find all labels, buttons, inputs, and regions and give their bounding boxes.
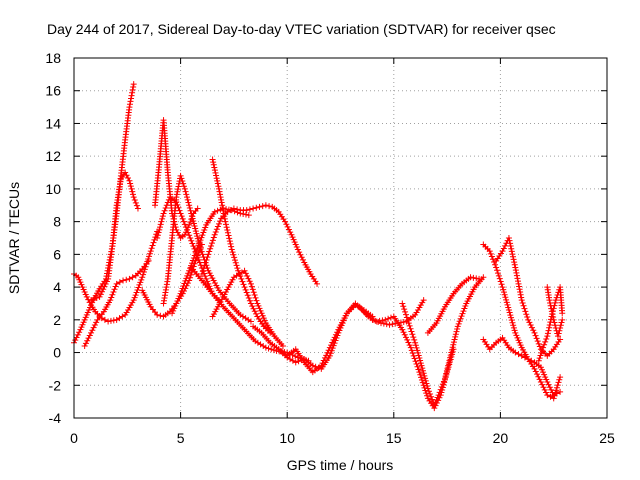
- series-arc-3: [81, 257, 152, 349]
- plot-frame: [73, 57, 608, 419]
- y-tick-label: 12: [45, 148, 61, 164]
- series-markers-arc-13: [209, 267, 286, 349]
- series-arc-8: [160, 172, 254, 325]
- y-tick-label: 18: [45, 50, 61, 66]
- y-tick-label: 4: [53, 279, 61, 295]
- y-axis-label: SDTVAR / TECUs: [6, 182, 22, 294]
- y-tick-label: 0: [53, 345, 61, 361]
- y-tick-label: 8: [53, 214, 61, 230]
- x-tick-label: 15: [386, 430, 402, 446]
- series-arc-11: [209, 156, 274, 336]
- x-tick-label: 25: [599, 430, 615, 446]
- series-markers-arc-18: [424, 274, 483, 336]
- y-tick-label: 2: [53, 312, 61, 328]
- y-tick-label: 6: [53, 246, 61, 262]
- x-axis-label: GPS time / hours: [287, 457, 394, 473]
- series-markers-arc-3: [81, 257, 152, 349]
- chart-title: Day 244 of 2017, Sidereal Day-to-day VTE…: [47, 21, 556, 37]
- series-arc-17: [399, 274, 487, 408]
- series-arc-20: [480, 241, 564, 402]
- series-markers-arc-11: [209, 156, 274, 336]
- x-tick-label: 20: [493, 430, 509, 446]
- y-tick-label: 14: [45, 115, 61, 131]
- x-tick-label: 0: [70, 430, 78, 446]
- series-arc-19: [480, 334, 564, 399]
- data-series: [71, 81, 566, 412]
- x-tick-label: 10: [279, 430, 295, 446]
- series-markers-arc-20: [480, 241, 564, 402]
- series-arc-13: [209, 267, 286, 349]
- x-tick-label: 5: [177, 430, 185, 446]
- series-markers-arc-4: [88, 169, 141, 304]
- series-arc-21: [493, 235, 564, 359]
- series-markers-arc-10: [198, 202, 321, 287]
- series-arc-23: [544, 284, 566, 340]
- y-tick-label: -4: [49, 410, 62, 426]
- axes: 0 5 10 15 20 25 -4 -2 0 2 4 6 8 10 12 14 16 18: [45, 50, 615, 446]
- series-markers-arc-19: [480, 334, 564, 399]
- y-tick-label: 10: [45, 181, 61, 197]
- series-arc-10: [198, 202, 321, 287]
- series-arc-4: [88, 169, 141, 304]
- series-markers-arc-8: [160, 172, 254, 325]
- series-arc-18: [424, 274, 483, 336]
- y-tick-label: -2: [49, 377, 62, 393]
- series-markers-arc-23: [544, 284, 566, 340]
- y-tick-label: 16: [45, 83, 61, 99]
- series-arc-9: [169, 205, 252, 317]
- series-markers-arc-17: [399, 274, 487, 408]
- series-markers-arc-21: [493, 235, 564, 359]
- series-markers-arc-12: [188, 264, 312, 364]
- series-markers-arc-9: [169, 205, 252, 317]
- chart-labels: Day 244 of 2017, Sidereal Day-to-day VTE…: [6, 21, 556, 473]
